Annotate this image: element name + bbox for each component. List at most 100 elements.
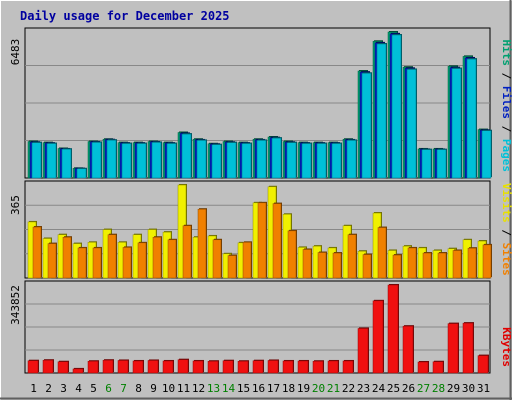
visits-bar-sites: [62, 236, 72, 279]
hits-bar-pages: [391, 34, 402, 179]
x-tick-label: 16: [252, 382, 265, 395]
hits-bar-pages: [196, 140, 207, 179]
kbytes-bar-kbytes: [162, 360, 174, 374]
kbytes-bar-kbytes: [432, 361, 444, 374]
kbytes-bar-kbytes: [147, 360, 159, 374]
hits-bar-pages: [151, 142, 162, 179]
visits-bar-sites: [122, 247, 132, 279]
kbytes-bar-kbytes: [27, 360, 39, 374]
hits-bar-pages: [106, 139, 117, 179]
kbytes-panel: 343852 KBytes: [9, 280, 512, 374]
hits-bar-pages: [121, 143, 132, 179]
hits-bar-pages: [301, 143, 312, 179]
visits-bar-sites: [287, 230, 297, 279]
kbytes-bar-kbytes: [282, 360, 294, 374]
kbytes-bar-kbytes: [117, 360, 129, 374]
hits-panel: 6483 Hits / Files / Pages: [9, 27, 512, 179]
x-tick-label: 8: [135, 382, 142, 395]
x-tick-label: 18: [282, 382, 295, 395]
visits-bar-sites: [272, 203, 282, 279]
hits-bar-pages: [46, 143, 57, 179]
hits-axis-legend: Hits / Files / Pages: [500, 40, 512, 173]
hits-bar-pages: [421, 149, 432, 179]
x-tick-label: 10: [162, 382, 175, 395]
x-axis: 1 2 3 4 5 6 7 8 9 10 11 12 13 14 15 16 17 18 19 20 21 22 23 24 2…: [30, 382, 490, 395]
visits-bar-sites: [332, 252, 342, 279]
chart-title: Daily usage for December 2025: [20, 9, 230, 23]
visits-bar-sites: [467, 247, 477, 279]
kbytes-bar-kbytes: [252, 360, 264, 374]
hits-bar-pages: [361, 73, 372, 179]
kbytes-bar-kbytes: [222, 360, 234, 374]
x-tick-label: 31: [477, 382, 490, 395]
visits-bar-sites: [152, 236, 162, 279]
hits-bar-pages: [466, 58, 477, 179]
x-tick-label: 25: [387, 382, 400, 395]
visits-bar-sites: [392, 254, 402, 279]
legend-visits: Visits: [500, 183, 512, 223]
kbytes-bar-kbytes: [297, 360, 309, 374]
x-tick-label: 2: [45, 382, 52, 395]
x-tick-label: 19: [297, 382, 310, 395]
x-tick-label: 29: [447, 382, 460, 395]
x-tick-label: 30: [462, 382, 475, 395]
visits-bar-sites: [482, 244, 492, 279]
visits-bar-sites: [227, 255, 237, 279]
visits-bar-sites: [77, 247, 87, 279]
hits-max-label: 6483: [9, 39, 22, 66]
x-tick-label: 11: [177, 382, 190, 395]
hits-bar-pages: [436, 149, 447, 179]
x-tick-label: 4: [75, 382, 82, 395]
kbytes-max-label: 343852: [9, 285, 22, 325]
hits-bar-pages: [241, 143, 252, 179]
legend-separator: /: [500, 223, 512, 243]
legend-separator: /: [500, 66, 512, 86]
visits-bar-sites: [47, 243, 57, 279]
x-tick-label: 7: [120, 382, 127, 395]
visits-panel: 365 Visits / Sites: [9, 180, 512, 279]
visits-bar-sites: [32, 226, 42, 279]
x-tick-label: 24: [372, 382, 386, 395]
x-tick-label: 6: [105, 382, 112, 395]
hits-bar-pages: [226, 142, 237, 179]
hits-bar-pages: [286, 142, 297, 179]
visits-bar-sites: [137, 242, 147, 279]
visits-bar-sites: [452, 250, 462, 279]
hits-bar-pages: [376, 43, 387, 179]
x-tick-label: 17: [267, 382, 280, 395]
kbytes-bar-kbytes: [192, 360, 204, 374]
x-tick-label: 14: [222, 382, 236, 395]
hits-bar-pages: [76, 168, 87, 179]
kbytes-bar-kbytes: [462, 322, 474, 374]
hits-bar-pages: [136, 143, 147, 179]
kbytes-bar-kbytes: [327, 360, 339, 374]
visits-bar-sites: [407, 247, 417, 279]
kbytes-bar-kbytes: [207, 360, 219, 374]
kbytes-bar-kbytes: [102, 359, 114, 374]
hits-bar-pages: [181, 133, 192, 179]
x-tick-label: 21: [327, 382, 340, 395]
x-tick-label: 20: [312, 382, 325, 395]
hits-bar-pages: [31, 142, 42, 179]
kbytes-bar-kbytes: [42, 359, 54, 374]
kbytes-bar-kbytes: [357, 328, 369, 374]
kbytes-bar-kbytes: [342, 360, 354, 374]
kbytes-bar-kbytes: [477, 355, 489, 374]
visits-axis-legend: Visits / Sites: [500, 183, 512, 276]
visits-bar-sites: [362, 254, 372, 279]
visits-bar-sites: [92, 247, 102, 279]
legend-pages: Pages: [500, 139, 512, 172]
hits-bar-pages: [406, 69, 417, 179]
visits-bar-sites: [347, 234, 357, 279]
x-tick-label: 28: [432, 382, 445, 395]
hits-bar-pages: [451, 68, 462, 179]
visits-bar-sites: [422, 252, 432, 279]
kbytes-bar-kbytes: [387, 284, 399, 374]
visits-bar-sites: [302, 249, 312, 279]
kbytes-bar-kbytes: [72, 368, 84, 374]
legend-separator: /: [500, 119, 512, 139]
x-tick-label: 13: [207, 382, 220, 395]
kbytes-bar-kbytes: [57, 361, 69, 374]
